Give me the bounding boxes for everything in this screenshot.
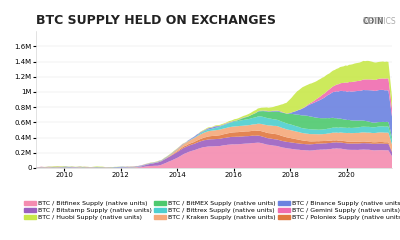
Text: METRICS: METRICS bbox=[362, 17, 396, 26]
Text: BTC SUPPLY HELD ON EXCHANGES: BTC SUPPLY HELD ON EXCHANGES bbox=[36, 14, 276, 27]
Text: COIN: COIN bbox=[362, 17, 384, 26]
Legend: BTC / Bitfinex Supply (native units), BTC / Bitstamp Supply (native units), BTC : BTC / Bitfinex Supply (native units), BT… bbox=[24, 201, 400, 220]
